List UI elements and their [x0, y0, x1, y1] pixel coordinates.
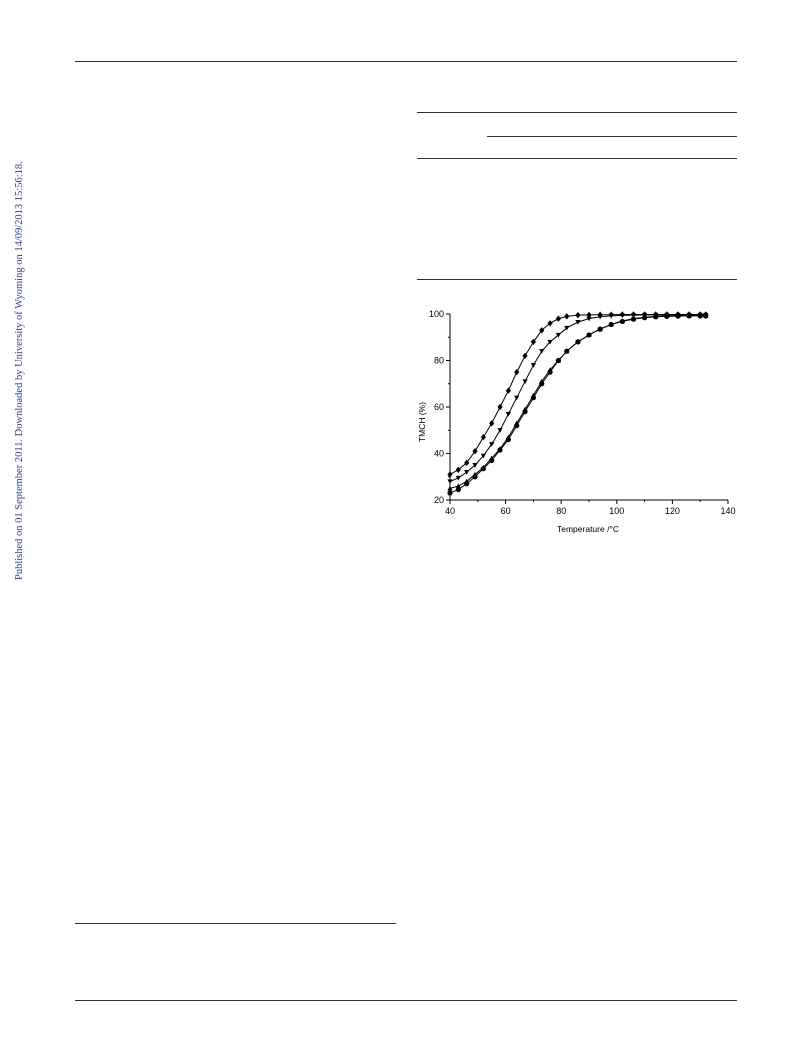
data-point [547, 369, 553, 375]
data-point [539, 349, 545, 354]
data-point [630, 313, 637, 318]
data-point [497, 428, 503, 433]
data-point [514, 368, 520, 376]
data-point [564, 325, 570, 331]
data-point [575, 320, 581, 325]
data-point [619, 313, 625, 318]
data-point [455, 475, 461, 481]
data-point [522, 409, 528, 415]
publication-sidebar-link[interactable]: Published on 01 September 2011. Download… [14, 161, 25, 580]
data-point [597, 326, 603, 332]
data-point [555, 357, 562, 364]
chart-series [447, 311, 709, 496]
data-point [619, 318, 625, 325]
data-point [489, 457, 495, 464]
data-point [547, 339, 553, 345]
data-point [664, 313, 670, 319]
table-subheader-rule [487, 136, 737, 137]
data-point [608, 313, 614, 319]
data-point [642, 315, 648, 321]
data-point [464, 481, 470, 487]
data-point [447, 471, 453, 478]
data-point [575, 311, 581, 319]
data-point [455, 483, 461, 489]
data-point [505, 436, 511, 443]
data-point [514, 423, 520, 429]
data-point [586, 311, 592, 319]
x-tick-label: 40 [445, 506, 455, 516]
data-point [522, 379, 528, 385]
data-point [564, 348, 570, 354]
data-point [505, 387, 511, 394]
data-point [514, 395, 520, 401]
series-1 [447, 311, 709, 478]
x-tick-label: 60 [501, 506, 511, 516]
data-point [505, 411, 511, 417]
data-point [675, 313, 681, 319]
data-point [472, 463, 478, 468]
data-point [530, 338, 536, 346]
data-point [497, 447, 503, 453]
data-point [530, 363, 536, 368]
data-point [686, 313, 692, 319]
data-point [455, 466, 461, 473]
data-point [530, 395, 536, 401]
data-point [539, 327, 545, 334]
table-header-rule [417, 158, 737, 159]
y-axis-label: TMCH (%) [417, 402, 427, 442]
data-point [497, 403, 503, 411]
series-line [449, 314, 706, 482]
data-point [480, 453, 486, 459]
x-tick-label: 140 [720, 506, 735, 516]
y-tick-label: 20 [434, 495, 444, 505]
footnote-rule [75, 923, 396, 924]
y-tick-label: 80 [434, 356, 444, 366]
data-point [447, 485, 453, 491]
series-4 [447, 313, 709, 496]
data-point [447, 490, 453, 496]
data-point [697, 313, 703, 319]
y-tick-label: 40 [434, 449, 444, 459]
header-rule [75, 61, 737, 62]
data-point [464, 470, 470, 475]
data-point [703, 313, 709, 319]
chart-figure: 40 60 80 100 120 140 20 40 60 80 100 TMCH (%) Temp… [410, 296, 740, 540]
data-point [586, 316, 592, 322]
data-point [555, 332, 562, 338]
x-tick-label: 80 [556, 506, 566, 516]
footer-rule [75, 1000, 737, 1001]
series-2 [447, 312, 709, 484]
data-point [539, 381, 545, 387]
x-tick-label: 120 [665, 506, 680, 516]
series-line [449, 313, 706, 475]
data-point [586, 332, 592, 338]
table-top-rule [417, 112, 737, 113]
data-point [472, 474, 478, 480]
data-point [455, 486, 461, 493]
data-point [447, 479, 453, 484]
data-point [547, 320, 553, 327]
data-point [564, 313, 570, 320]
data-point [653, 314, 659, 320]
data-point [608, 321, 614, 328]
y-tick-label: 60 [434, 402, 444, 412]
x-tick-label: 100 [609, 506, 624, 516]
data-point [630, 316, 637, 322]
y-tick-label: 100 [429, 309, 444, 319]
x-axis-label: Temperature /°C [557, 524, 619, 534]
data-point [522, 352, 528, 360]
data-point [575, 339, 581, 345]
data-point [597, 314, 603, 320]
data-point [480, 466, 486, 472]
data-point [489, 442, 495, 447]
table-bottom-rule [417, 279, 737, 280]
series-line [449, 315, 706, 494]
data-point [555, 315, 562, 322]
